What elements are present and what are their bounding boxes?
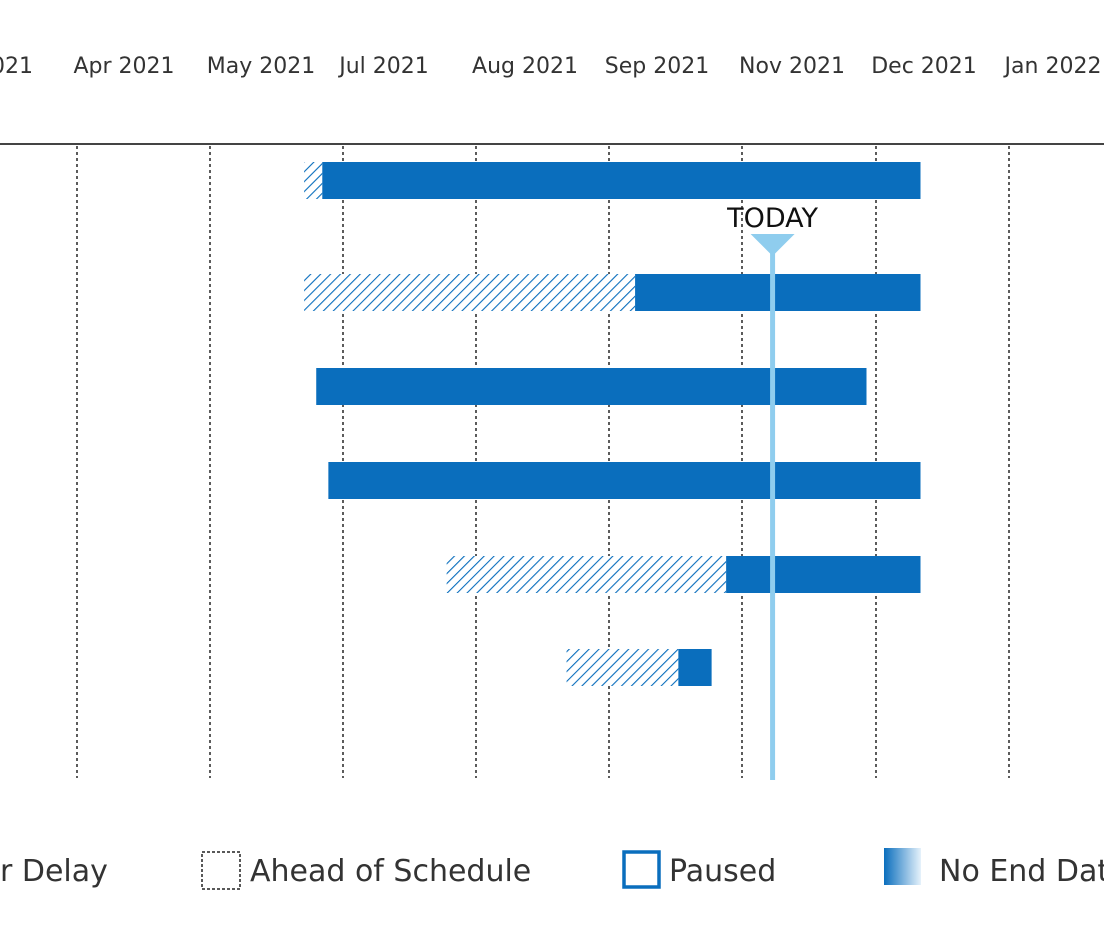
task-bar[interactable] — [446, 556, 921, 593]
x-tick-label: Apr 2021 — [73, 54, 174, 79]
task-bar-solid-segment — [328, 462, 921, 499]
task-bar-hatched-segment — [566, 649, 679, 686]
task-bar[interactable] — [316, 368, 867, 405]
x-tick-label: Nov 2021 — [739, 54, 845, 79]
legend-swatch — [884, 848, 921, 885]
legend-label: No End Date — [939, 854, 1104, 889]
x-tick-label: Sep 2021 — [605, 54, 709, 79]
today-label: TODAY — [726, 203, 818, 234]
legend-item: No End Date — [884, 848, 1104, 889]
task-bar-solid-segment — [316, 368, 867, 405]
legend-swatch — [622, 850, 661, 889]
legend-label: Paused — [669, 854, 776, 889]
task-bar-hatched-segment — [304, 274, 636, 311]
legend-label: Ahead of Schedule — [250, 854, 531, 889]
x-tick-label: Dec 2021 — [871, 54, 977, 79]
task-bar-hatched-segment — [304, 162, 323, 199]
task-bar[interactable] — [304, 162, 921, 199]
legend-swatch — [201, 851, 241, 890]
today-marker-icon — [750, 234, 795, 256]
x-tick-label: Jan 2022 — [1003, 54, 1102, 79]
task-bar-solid-segment — [635, 274, 921, 311]
x-tick-label: 2021 — [0, 54, 33, 79]
task-bar[interactable] — [328, 462, 921, 499]
legend-label: r Delay — [0, 854, 108, 889]
task-bar[interactable] — [304, 274, 921, 311]
x-tick-label: Jul 2021 — [337, 54, 429, 79]
legend-item: r Delay — [0, 854, 108, 889]
x-tick-label: May 2021 — [207, 54, 315, 79]
task-bar-solid-segment — [322, 162, 921, 199]
task-bar-hatched-segment — [446, 556, 727, 593]
task-bar-solid-segment — [726, 556, 921, 593]
task-bar[interactable] — [566, 649, 712, 686]
task-bar-solid-segment — [678, 649, 712, 686]
legend-item: Ahead of Schedule — [201, 851, 531, 890]
x-tick-label: Aug 2021 — [472, 54, 578, 79]
legend-item: Paused — [622, 850, 776, 889]
